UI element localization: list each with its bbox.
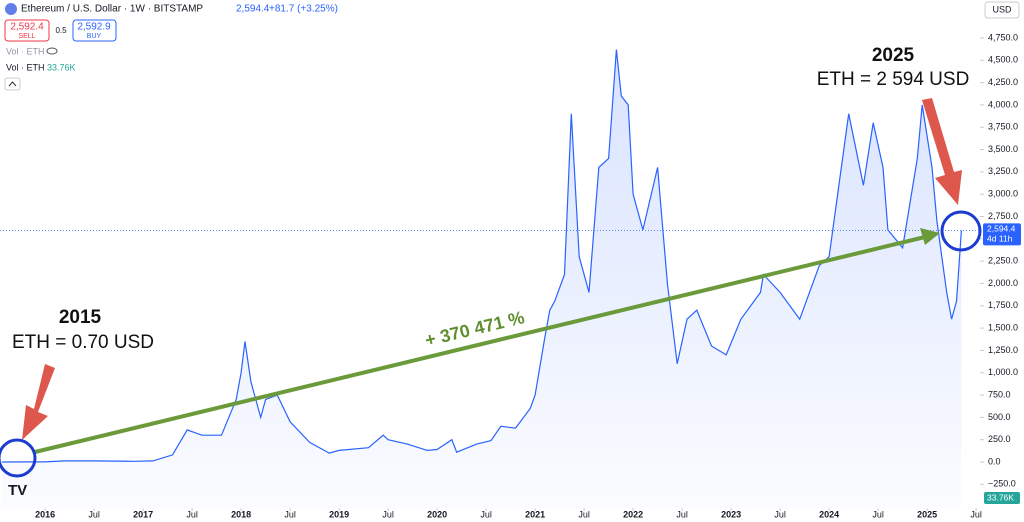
y-tick-label: −250.0	[988, 479, 1016, 489]
volume-value: 33.76K	[47, 62, 76, 72]
collapse-button[interactable]	[4, 77, 21, 91]
last-price: 2,594.4	[236, 4, 270, 15]
spread: 0.5	[55, 26, 67, 35]
x-tick-label: Jul	[774, 509, 786, 519]
y-tick-label: 500.0	[988, 412, 1011, 422]
arrow-head	[920, 228, 940, 245]
countdown: 4d 11h	[987, 234, 1013, 244]
x-tick-label: Jul	[480, 509, 492, 519]
y-tick-label: 2,250.0	[988, 256, 1018, 266]
x-tick-label: Jul	[186, 509, 198, 519]
red-arrow	[922, 98, 962, 205]
area	[1, 49, 962, 508]
y-tick-label: 3,750.0	[988, 122, 1018, 132]
x-tick-label: Jul	[970, 509, 982, 519]
x-tick-label: 2016	[35, 509, 55, 519]
x-tick-label: 2023	[721, 509, 741, 519]
x-tick-label: Jul	[676, 509, 688, 519]
red-arrow	[22, 364, 55, 440]
currency-button[interactable]	[984, 1, 1020, 19]
annotation: 2025	[872, 45, 915, 66]
x-tick-label: 2018	[231, 509, 251, 519]
y-tick-label: 250.0	[988, 434, 1011, 444]
logo: TV	[8, 482, 27, 499]
sell-label: SELL	[18, 33, 35, 40]
symbol-icon	[5, 3, 17, 15]
y-tick-label: 1,750.0	[988, 300, 1018, 310]
annotation: ETH = 2 594 USD	[817, 69, 970, 90]
y-tick-label: 3,000.0	[988, 189, 1018, 199]
x-tick-label: 2021	[525, 509, 545, 519]
y-tick-label: 1,500.0	[988, 322, 1018, 332]
buy-label: BUY	[87, 33, 102, 40]
buy-button[interactable]	[72, 19, 117, 42]
y-tick-label: 1,250.0	[988, 345, 1018, 355]
y-tick-label: 4,500.0	[988, 55, 1018, 65]
volume-badge-label: 33.76K	[987, 492, 1014, 502]
y-tick-label: 3,500.0	[988, 144, 1018, 154]
y-tick-label: 3,250.0	[988, 166, 1018, 176]
y-tick-label: 1,000.0	[988, 367, 1018, 377]
change: +81.7 (+3.25%)	[269, 4, 338, 15]
y-tick-label: 2,750.0	[988, 211, 1018, 221]
x-tick-label: 2025	[917, 509, 937, 519]
x-tick-label: 2022	[623, 509, 643, 519]
x-tick-label: Jul	[872, 509, 884, 519]
last-price-tag	[983, 223, 1021, 246]
y-tick-label: 0.0	[988, 456, 1001, 466]
x-tick-label: Jul	[88, 509, 100, 519]
symbol: Ethereum / U.S. Dollar · 1W · BITSTAMP	[21, 4, 203, 15]
collapse-icon	[8, 81, 17, 87]
x-tick-label: Jul	[284, 509, 296, 519]
y-tick-label: 750.0	[988, 389, 1011, 399]
annotation: 2015	[59, 307, 102, 328]
y-tick-label: 4,750.0	[988, 32, 1018, 42]
last-price-label: 2,594.4	[987, 224, 1016, 234]
x-tick-label: 2024	[819, 509, 839, 519]
y-tick-label: 4,250.0	[988, 77, 1018, 87]
buy-price: 2,592.9	[77, 22, 111, 33]
highlight-circle	[0, 438, 37, 478]
currency: USD	[992, 4, 1012, 14]
x-tick-label: Jul	[578, 509, 590, 519]
volume-label: Vol · ETH	[6, 46, 45, 56]
volume-badge	[984, 492, 1020, 504]
x-tick-label: Jul	[382, 509, 394, 519]
sell-price: 2,592.4	[10, 22, 44, 33]
sell-button[interactable]	[4, 19, 50, 42]
highlight-circle	[940, 210, 982, 252]
volume-label-2: Vol · ETH	[6, 62, 45, 72]
annotation: ETH = 0.70 USD	[12, 332, 154, 353]
y-tick-label: 4,000.0	[988, 99, 1018, 109]
price-line	[1, 49, 962, 463]
plot	[0, 49, 980, 508]
x-tick-label: 2020	[427, 509, 447, 519]
trend-arrow	[34, 235, 926, 454]
x-tick-label: 2019	[329, 509, 349, 519]
eye-icon[interactable]	[46, 47, 58, 55]
y-tick-label: 2,000.0	[988, 278, 1018, 288]
x-tick-label: 2017	[133, 509, 153, 519]
